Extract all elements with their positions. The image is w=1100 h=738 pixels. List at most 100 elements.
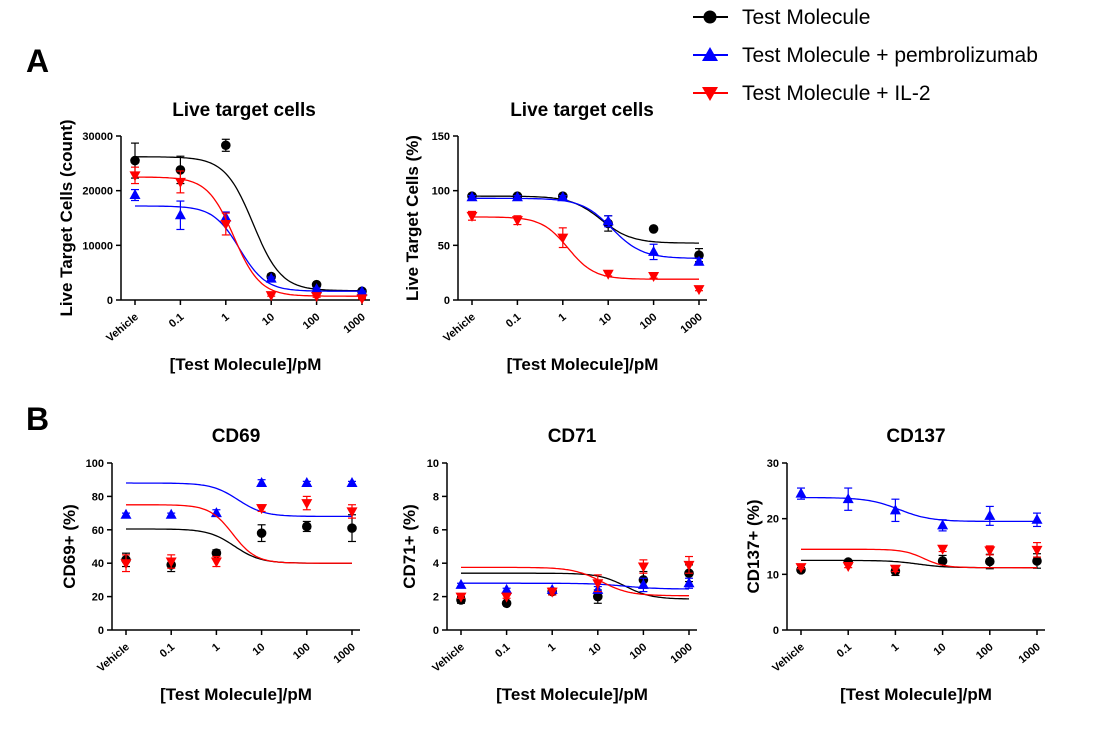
x-tick-label: 1000 xyxy=(341,311,367,336)
x-tick-label: 1000 xyxy=(678,311,704,336)
data-point-triangle-up xyxy=(648,245,660,256)
x-tick-label: 1 xyxy=(210,641,222,654)
x-tick-label: 1 xyxy=(546,641,558,654)
data-point-triangle-down xyxy=(501,592,513,603)
data-point-triangle-up xyxy=(265,272,277,283)
chart-live-target-cells-percent: Live target cells 0 50 100 150 Vehicle 0.1 1 10 1… xyxy=(403,100,707,374)
data-point-circle xyxy=(347,523,357,533)
y-axis-label: CD71+ (%) xyxy=(400,504,419,589)
legend-marker-circle xyxy=(703,10,717,24)
fit-curve xyxy=(801,496,1037,523)
data-point-triangle-up xyxy=(889,504,901,515)
x-tick-label: 100 xyxy=(628,641,650,662)
series-triangle-down xyxy=(455,555,695,603)
series-triangle-down xyxy=(120,495,358,573)
y-axis-label: CD137+ (%) xyxy=(744,499,763,593)
y-tick-label: 40 xyxy=(92,558,104,570)
x-tick-label: 10 xyxy=(587,641,604,658)
y-tick-label: 100 xyxy=(86,458,104,470)
data-point-triangle-down xyxy=(256,504,268,515)
data-point-triangle-down xyxy=(346,507,358,518)
data-point-triangle-up xyxy=(466,191,478,202)
data-point-triangle-down xyxy=(637,562,649,573)
data-point-circle xyxy=(302,521,312,532)
legend-item-pembrolizumab: Test Molecule + pembrolizumab xyxy=(693,44,1038,67)
data-point-triangle-up xyxy=(795,487,807,498)
x-tick-label: 1000 xyxy=(668,641,694,666)
y-tick-label: 10 xyxy=(767,569,779,581)
x-tick-label: 10 xyxy=(250,641,267,658)
data-point-triangle-up xyxy=(311,283,323,294)
data-point-triangle-down xyxy=(1031,545,1043,556)
x-tick-label: Vehicle xyxy=(104,311,141,345)
legend-label: Test Molecule xyxy=(742,6,870,29)
chart-title: CD137 xyxy=(886,426,945,447)
x-tick-label: 10 xyxy=(931,641,948,658)
series-triangle-up xyxy=(120,477,358,519)
y-tick-label: 20 xyxy=(767,514,779,526)
data-point-triangle-up xyxy=(120,508,132,519)
x-tick-label: 0.1 xyxy=(504,311,523,330)
y-tick-label: 10 xyxy=(427,458,439,470)
data-point-triangle-down xyxy=(174,177,186,188)
y-tick-label: 0 xyxy=(433,625,439,637)
x-tick-label: 10 xyxy=(260,311,277,328)
chart-cd71: CD71 0 2 4 6 8 10 Vehicle 0.1 1 10 100 1000 [Test Mol… xyxy=(400,426,697,704)
y-tick-label: 30000 xyxy=(82,131,113,143)
legend-label: Test Molecule + pembrolizumab xyxy=(742,44,1038,67)
series-triangle-up xyxy=(455,577,695,594)
panel-label-a: A xyxy=(26,43,49,79)
data-point-triangle-up xyxy=(984,509,996,520)
y-tick-label: 4 xyxy=(433,558,440,570)
legend: Test Molecule Test Molecule + pembrolizu… xyxy=(693,6,1038,105)
chart-title: CD69 xyxy=(212,426,261,447)
data-point-triangle-down xyxy=(120,559,132,570)
data-point-triangle-down xyxy=(220,220,232,231)
x-tick-label: 100 xyxy=(638,311,660,332)
x-tick-label: 0.1 xyxy=(158,641,177,660)
chart-live-target-cells-count: Live target cells 0 10000 20000 30000 Vehicle… xyxy=(57,100,370,374)
fit-curve xyxy=(461,566,689,597)
y-tick-label: 6 xyxy=(433,525,439,537)
data-point-triangle-up xyxy=(693,255,705,266)
fit-curve xyxy=(126,504,352,564)
y-tick-label: 0 xyxy=(444,295,450,307)
data-point-triangle-up xyxy=(637,578,649,589)
x-tick-label: Vehicle xyxy=(441,311,478,345)
data-point-triangle-up xyxy=(346,477,358,488)
data-point-triangle-down xyxy=(356,294,368,305)
legend-marker-triangle-down xyxy=(702,87,718,101)
x-tick-label: 0.1 xyxy=(167,311,186,330)
data-point-triangle-down xyxy=(683,560,695,571)
data-point-triangle-down xyxy=(466,211,478,222)
y-tick-label: 0 xyxy=(773,625,779,637)
x-tick-label: 0.1 xyxy=(493,641,512,660)
y-tick-label: 100 xyxy=(432,186,450,198)
data-point-triangle-up xyxy=(842,493,854,504)
y-tick-label: 20 xyxy=(92,592,104,604)
x-tick-label: 1 xyxy=(889,641,901,654)
data-point-triangle-down xyxy=(842,561,854,572)
data-point-triangle-down xyxy=(557,233,569,244)
fit-curve xyxy=(471,216,699,280)
data-point-triangle-down xyxy=(648,271,660,282)
data-point-triangle-up xyxy=(129,189,141,200)
y-tick-label: 60 xyxy=(92,525,104,537)
data-point-triangle-down xyxy=(937,544,949,555)
y-tick-label: 80 xyxy=(92,491,104,503)
y-tick-label: 0 xyxy=(107,295,113,307)
data-point-triangle-up xyxy=(937,519,949,530)
x-tick-label: 1 xyxy=(556,311,568,324)
data-point-triangle-up xyxy=(174,209,186,220)
x-tick-label: Vehicle xyxy=(430,641,467,675)
fit-curve xyxy=(461,572,689,600)
data-point-circle xyxy=(221,140,231,151)
legend-item-test-molecule: Test Molecule xyxy=(693,6,870,29)
x-axis-label: [Test Molecule]/pM xyxy=(507,355,659,374)
data-point-triangle-up xyxy=(455,578,467,589)
fit-curve xyxy=(126,482,352,518)
y-axis-label: Live Target Cells (%) xyxy=(403,135,422,301)
data-point-circle xyxy=(256,528,267,538)
data-point-triangle-down xyxy=(546,587,558,598)
